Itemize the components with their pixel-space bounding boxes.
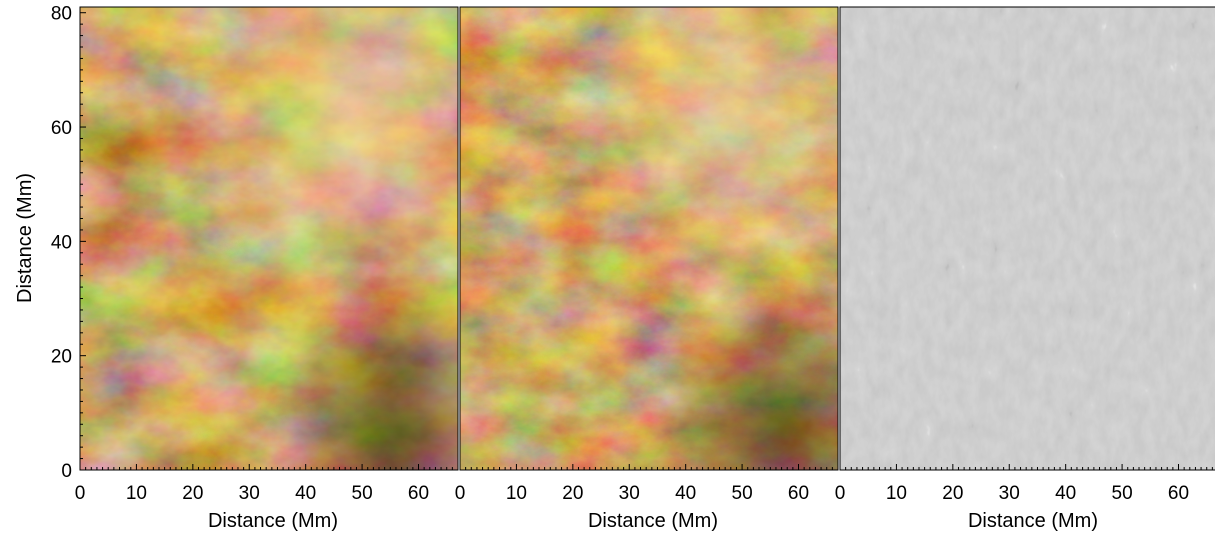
- x-axis-label-panel-2: Distance (Mm): [588, 510, 718, 532]
- x-tick-label: 60: [788, 483, 809, 504]
- x-tick-label: 30: [239, 483, 260, 504]
- solar-image-panel-difference: [840, 7, 1215, 470]
- solar-image-panel-original: [80, 7, 458, 470]
- x-tick-label: 40: [1055, 483, 1076, 504]
- x-tick-label: 50: [1112, 483, 1133, 504]
- y-tick-label: 80: [51, 4, 72, 25]
- x-tick-label: 0: [835, 483, 846, 504]
- y-tick-label: 60: [51, 118, 72, 139]
- x-axis-label-panel-3: Distance (Mm): [968, 510, 1098, 532]
- x-tick-label: 50: [352, 483, 373, 504]
- panel-frame-2: [459, 6, 839, 471]
- x-tick-label: 40: [295, 483, 316, 504]
- x-tick-label: 20: [942, 483, 963, 504]
- x-tick-label: 50: [732, 483, 753, 504]
- y-tick-label: 0: [61, 461, 72, 482]
- x-axis-label-panel-1: Distance (Mm): [208, 510, 338, 532]
- x-tick-label: 10: [126, 483, 147, 504]
- x-tick-label: 0: [75, 483, 86, 504]
- y-axis-label: Distance (Mm): [14, 173, 36, 303]
- panel-frame-1: [79, 6, 459, 471]
- x-tick-label: 30: [999, 483, 1020, 504]
- x-tick-label: 60: [408, 483, 429, 504]
- x-tick-label: 20: [182, 483, 203, 504]
- x-tick-label: 10: [506, 483, 527, 504]
- x-tick-label: 10: [886, 483, 907, 504]
- x-tick-label: 0: [455, 483, 466, 504]
- x-tick-label: 60: [1168, 483, 1189, 504]
- x-tick-label: 40: [675, 483, 696, 504]
- y-tick-label: 40: [51, 232, 72, 253]
- solar-image-panel-enhanced: [460, 7, 838, 470]
- panel-frame-3: [839, 6, 1215, 471]
- x-tick-label: 20: [562, 483, 583, 504]
- y-tick-label: 20: [51, 347, 72, 368]
- axes-group: 0 10 20 30 40 50 60 0 10 20 30 40 50 60 0 10 20 30 40 50 60 0…: [51, 4, 1215, 504]
- x-tick-label: 30: [619, 483, 640, 504]
